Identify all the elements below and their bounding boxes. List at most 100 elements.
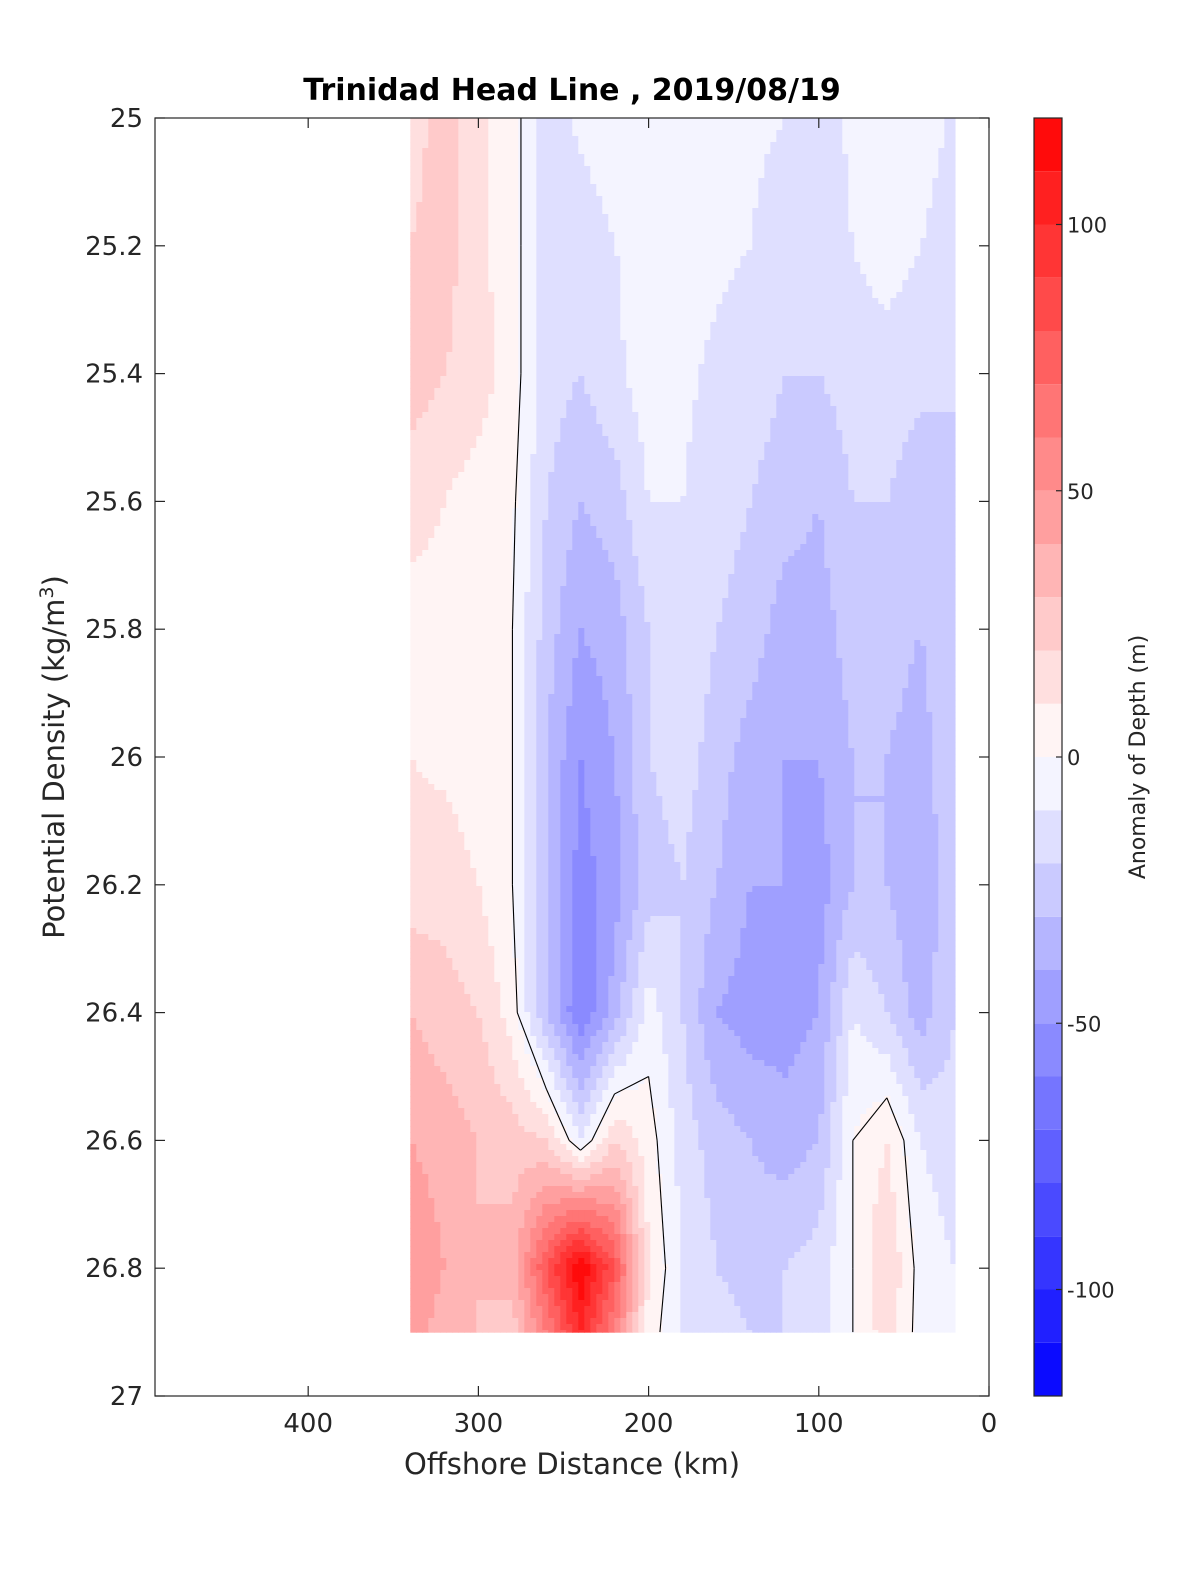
contour-cell-2047 — [680, 250, 687, 257]
contour-cell-3874 — [722, 370, 729, 377]
contour-cell-2537 — [890, 280, 897, 287]
contour-cell-1178 — [926, 190, 933, 197]
contour-cell-3041 — [638, 316, 645, 323]
contour-cell-114 — [548, 124, 555, 131]
contour-cell-868 — [704, 172, 711, 179]
contour-cell-1415 — [710, 208, 717, 215]
contour-cell-1599 — [722, 220, 729, 227]
contour-cell-4951 — [632, 442, 639, 449]
contour-cell-864 — [680, 172, 687, 179]
contour-cell-4081 — [872, 382, 879, 389]
contour-cell-4796 — [794, 430, 801, 437]
contour-cell-846 — [572, 172, 579, 179]
contour-cell-4544 — [920, 412, 927, 419]
contour-cell-663 — [566, 160, 573, 167]
contour-cell-3120 — [566, 322, 573, 329]
contour-cell-889 — [830, 172, 837, 179]
contour-cell-2726 — [932, 292, 939, 299]
contour-cell-1576 — [584, 220, 591, 227]
contour-cell-3990 — [872, 376, 879, 383]
contour-cell-4262 — [866, 394, 873, 401]
contour-cell-2197 — [488, 262, 495, 269]
contour-cell-1459 — [428, 214, 435, 221]
contour-cell-1954 — [668, 244, 675, 251]
contour-cell-1997 — [926, 244, 933, 251]
contour-cell-3342 — [806, 334, 813, 341]
contour-cell-3426 — [764, 340, 771, 347]
contour-cell-1858 — [638, 238, 645, 245]
contour-cell-4418 — [710, 406, 717, 413]
contour-cell-2752 — [542, 298, 549, 305]
contour-cell-1607 — [770, 220, 777, 227]
contour-cell-4160 — [800, 388, 807, 395]
contour-cell-3000 — [938, 310, 945, 317]
contour-cell-1090 — [944, 184, 951, 191]
contour-cell-95 — [434, 124, 441, 131]
contour-cell-2202 — [518, 262, 525, 269]
contour-cell-4881 — [758, 436, 765, 443]
contour-cell-2807 — [872, 298, 879, 305]
contour-cell-4645 — [434, 424, 441, 431]
contour-cell-3449 — [902, 340, 909, 347]
contour-cell-4489 — [590, 412, 597, 419]
contour-cell-3545 — [932, 346, 939, 353]
contour-cell-3568 — [524, 352, 531, 359]
contour-cell-1468 — [482, 214, 489, 221]
contour-cell-4703 — [782, 424, 789, 431]
contour-cell-339 — [806, 136, 813, 143]
contour-cell-1390 — [560, 208, 567, 215]
contour-cell-1146 — [734, 190, 741, 197]
contour-cell-3957 — [674, 376, 681, 383]
contour-cell-598 — [722, 154, 729, 161]
contour-cell-3102 — [458, 322, 465, 329]
contour-cell-286 — [488, 136, 495, 143]
contour-cell-4722 — [896, 424, 903, 431]
contour-cell-1837 — [512, 238, 519, 245]
contour-cell-4069 — [800, 382, 807, 389]
contour-cell-1667 — [584, 226, 591, 233]
contour-cell-3513 — [740, 346, 747, 353]
contour-cell-1785 — [746, 232, 753, 239]
contour-cell-4433 — [800, 406, 807, 413]
contour-cell-1602 — [740, 220, 747, 227]
contour-cell-4671 — [590, 424, 597, 431]
contour-cell-2398 — [602, 274, 609, 281]
contour-cell-545 — [950, 148, 956, 155]
contour-cell-282 — [464, 136, 471, 143]
contour-cell-2373 — [452, 274, 459, 281]
contour-cell-4839 — [506, 436, 513, 443]
contour-cell-4090 — [926, 382, 933, 389]
contour-cell-4800 — [818, 430, 825, 437]
contour-cell-311 — [638, 136, 645, 143]
contour-cell-4385 — [512, 406, 519, 413]
contour-cell-4240 — [734, 394, 741, 401]
contour-cell-1185 — [422, 196, 429, 203]
contour-cell-4028 — [554, 382, 561, 389]
contour-cell-3071 — [818, 316, 825, 323]
contour-cell-914 — [434, 178, 441, 185]
contour-cell-102 — [476, 124, 483, 131]
contour-cell-3775 — [674, 364, 681, 371]
contour-cell-4229 — [668, 394, 675, 401]
contour-cell-1092 — [410, 190, 417, 197]
contour-cell-2676 — [632, 292, 639, 299]
contour-cell-3667 — [572, 358, 579, 365]
contour-cell-2599 — [716, 286, 723, 293]
contour-cell-2425 — [764, 274, 771, 281]
contour-cell-2703 — [794, 292, 801, 299]
contour-cell-3795 — [794, 364, 801, 371]
contour-cell-26 — [566, 118, 573, 125]
contour-cell-1494 — [638, 214, 645, 221]
contour-cell-3909 — [932, 370, 939, 377]
contour-cell-4991 — [872, 442, 879, 449]
contour-cell-3476 — [518, 346, 525, 353]
contour-cell-2610 — [782, 286, 789, 293]
contour-cell-2075 — [848, 250, 855, 257]
contour-cell-2510 — [728, 280, 735, 287]
contour-cell-2461 — [434, 280, 441, 287]
contour-cell-3458 — [410, 346, 417, 353]
contour-cell-1138 — [686, 190, 693, 197]
contour-cell-4444 — [866, 406, 873, 413]
contour-cell-2232 — [698, 262, 705, 269]
contour-cell-476 — [536, 148, 543, 155]
